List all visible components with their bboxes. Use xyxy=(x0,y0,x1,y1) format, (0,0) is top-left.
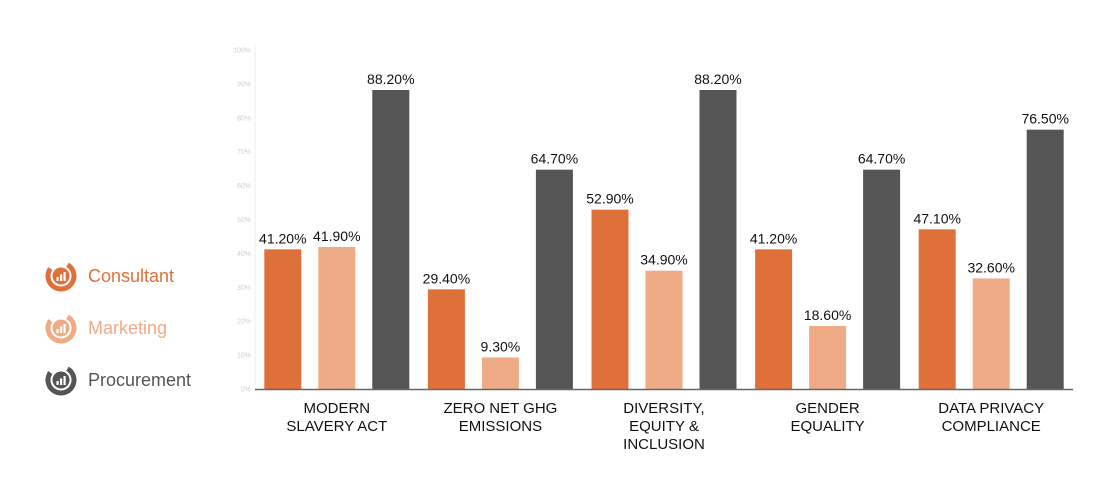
data-label: 41.20% xyxy=(259,230,306,246)
chart-badge-icon xyxy=(45,312,77,344)
data-label: 47.10% xyxy=(913,210,960,226)
chart-badge-icon xyxy=(45,260,77,292)
bar xyxy=(972,278,1010,389)
bar xyxy=(372,90,410,389)
data-label: 64.70% xyxy=(531,151,578,167)
y-tick-label: 70% xyxy=(237,149,251,156)
x-tick-label: ZERO NET GHG EMISSIONS xyxy=(443,400,557,435)
legend-item-procurement: Procurement xyxy=(44,354,191,406)
badge-bar xyxy=(56,277,59,281)
y-tick-label: 100% xyxy=(233,48,251,55)
x-tick-label-line: COMPLIANCE xyxy=(942,418,1041,435)
x-tick-label-line: SLAVERY ACT xyxy=(286,418,387,435)
y-tick-label: 0% xyxy=(241,387,251,394)
bar xyxy=(427,289,465,389)
chart-badge-icon xyxy=(45,364,77,396)
badge-bar xyxy=(60,378,63,385)
bar xyxy=(863,169,901,389)
x-tick-label: MODERN SLAVERY ACT xyxy=(286,400,387,435)
x-tick-label-line: ZERO NET GHG xyxy=(443,400,557,417)
data-label: 41.90% xyxy=(313,228,360,244)
x-tick-label-line: MODERN xyxy=(303,400,370,417)
legend-item-consultant: Consultant xyxy=(44,250,191,302)
y-tick-label: 80% xyxy=(237,115,251,122)
badge-bar xyxy=(56,329,59,333)
x-tick-label-line: DATA PRIVACY xyxy=(938,400,1044,417)
bar xyxy=(535,169,573,389)
legend-item-marketing: Marketing xyxy=(44,302,191,354)
y-tick-label: 40% xyxy=(237,251,251,258)
bar xyxy=(264,249,302,389)
data-label: 32.60% xyxy=(967,259,1014,275)
x-tick-label-line: EMISSIONS xyxy=(459,418,542,435)
data-label: 9.30% xyxy=(481,338,521,354)
x-tick-label-line: EQUALITY xyxy=(791,418,865,435)
badge-bar xyxy=(63,324,66,333)
data-label: 18.60% xyxy=(804,307,851,323)
x-tick-label-line: INCLUSION xyxy=(623,436,705,453)
y-tick-label: 60% xyxy=(237,183,251,190)
badge-ring xyxy=(45,364,77,396)
data-label: 34.90% xyxy=(640,252,687,268)
data-label: 52.90% xyxy=(586,191,633,207)
bar xyxy=(918,229,956,389)
y-tick-label: 50% xyxy=(237,217,251,224)
data-label: 76.50% xyxy=(1021,111,1068,127)
legend-label: Consultant xyxy=(88,265,175,286)
x-tick-label: DIVERSITY, EQUITY & INCLUSION xyxy=(623,400,705,453)
legend-label: Procurement xyxy=(88,369,192,390)
badge-ring xyxy=(45,260,77,292)
legend-label: Marketing xyxy=(88,317,168,338)
badge-ring xyxy=(45,312,77,344)
bar xyxy=(591,209,629,389)
y-tick-label: 20% xyxy=(237,319,251,326)
y-tick-label: 90% xyxy=(237,81,251,88)
data-label: 88.20% xyxy=(694,71,741,87)
badge-bar xyxy=(63,272,66,281)
bar xyxy=(809,325,847,389)
data-label: 64.70% xyxy=(858,151,905,167)
x-tick-label-line: DIVERSITY, xyxy=(623,400,704,417)
legend: Consultant Marketing Procurement xyxy=(44,250,191,406)
bar xyxy=(1026,129,1064,390)
data-label: 29.40% xyxy=(423,270,470,286)
x-tick-label: GENDER EQUALITY xyxy=(791,400,865,435)
badge-bar xyxy=(56,381,59,385)
x-tick-label: DATA PRIVACY COMPLIANCE xyxy=(938,400,1044,435)
y-tick-label: 30% xyxy=(237,285,251,292)
y-tick-label: 10% xyxy=(237,353,251,360)
bar xyxy=(481,357,519,389)
bar xyxy=(645,270,683,389)
data-label: 41.20% xyxy=(750,230,797,246)
bar xyxy=(699,90,737,389)
x-tick-label-line: EQUITY & xyxy=(629,418,699,435)
bar xyxy=(755,249,793,389)
x-tick-label-line: GENDER xyxy=(796,400,860,417)
badge-bar xyxy=(60,274,63,281)
data-label: 88.20% xyxy=(367,71,414,87)
badge-bar xyxy=(63,376,66,385)
badge-bar xyxy=(60,326,63,333)
bar xyxy=(318,246,356,389)
